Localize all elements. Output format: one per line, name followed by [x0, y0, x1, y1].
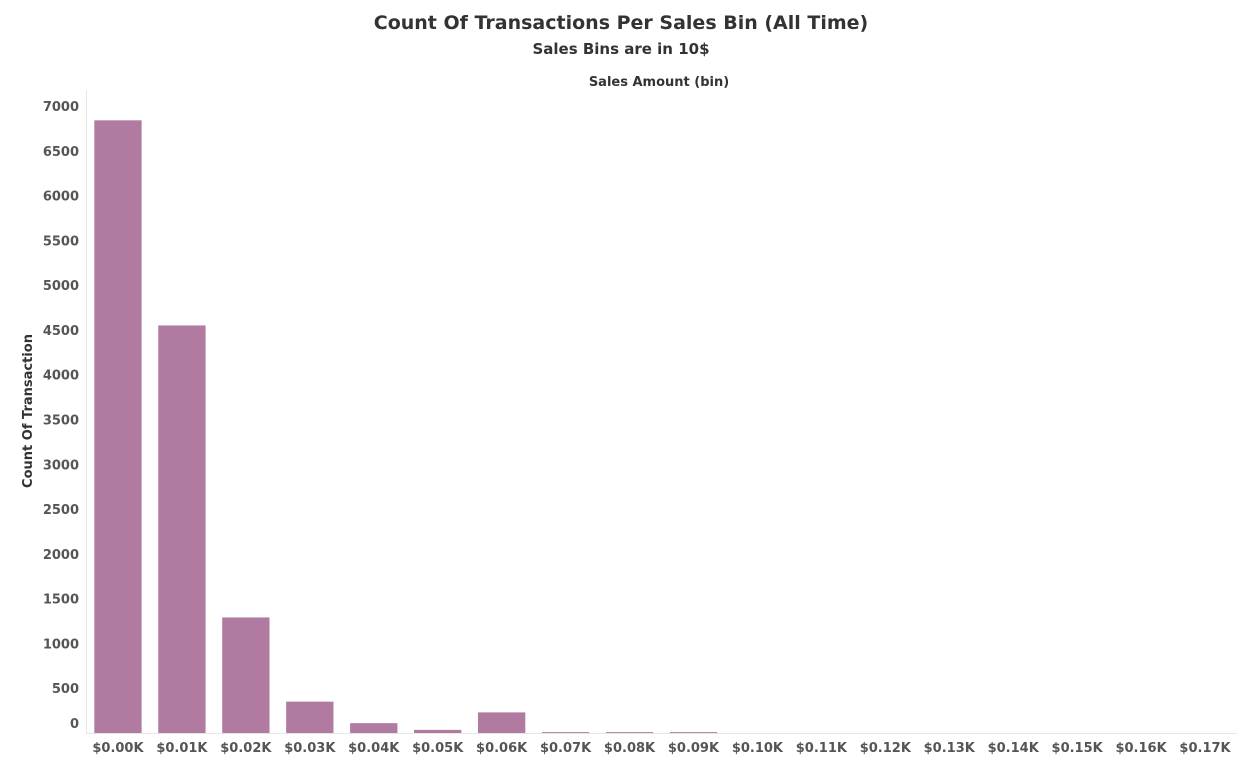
- y-tick-label: 3500: [43, 414, 79, 429]
- y-tick-label: 2500: [43, 503, 79, 518]
- x-tick-label: $0.00K: [92, 741, 144, 756]
- x-tick-label: $0.07K: [540, 741, 592, 756]
- x-tick-label: $0.08K: [604, 741, 656, 756]
- y-tick-label: 0: [70, 717, 79, 732]
- y-tick-labels: 0 500 1000 1500 2000 2500 3000 3500 4000 4500 5000…: [43, 100, 79, 732]
- x-tick-label: $0.14K: [988, 741, 1040, 756]
- y-tick-label: 6000: [43, 190, 79, 205]
- bar[interactable]: [94, 120, 142, 734]
- y-tick-label: 5500: [43, 234, 79, 249]
- chart-title: Count Of Transactions Per Sales Bin (All…: [373, 12, 869, 34]
- x-tick-label: $0.09K: [668, 741, 720, 756]
- y-tick-label: 500: [52, 682, 79, 697]
- bar[interactable]: [605, 732, 654, 733]
- x-tick-label: $0.10K: [732, 741, 784, 756]
- x-tick-label: $0.05K: [412, 741, 464, 756]
- y-tick-label: 3000: [43, 458, 79, 473]
- y-tick-label: 6500: [43, 145, 79, 160]
- x-tick-label: $0.16K: [1115, 741, 1167, 756]
- x-tick-label: $0.02K: [220, 741, 272, 756]
- y-tick-label: 1000: [43, 637, 79, 652]
- x-tick-label: $0.12K: [860, 741, 912, 756]
- x-tick-label: $0.03K: [284, 741, 336, 756]
- x-tick-label: $0.11K: [796, 741, 848, 756]
- x-tick-label: $0.06K: [476, 741, 528, 756]
- y-tick-label: 1500: [43, 593, 79, 608]
- y-tick-label: 4000: [43, 369, 79, 384]
- x-axis-title: Sales Amount (bin): [589, 75, 729, 90]
- x-tick-label: $0.15K: [1052, 741, 1104, 756]
- bar[interactable]: [477, 712, 526, 733]
- bar[interactable]: [669, 732, 718, 733]
- y-tick-label: 5000: [43, 279, 79, 294]
- y-tick-label: 7000: [43, 100, 79, 115]
- x-tick-label: $0.17K: [1179, 741, 1231, 756]
- bar[interactable]: [286, 701, 334, 733]
- bar[interactable]: [158, 325, 206, 733]
- x-tick-labels: $0.00K $0.01K $0.02K $0.03K $0.04K $0.05K $0.0…: [92, 741, 1231, 756]
- x-tick-label: $0.04K: [348, 741, 400, 756]
- bars: [94, 120, 718, 734]
- x-tick-label: $0.01K: [156, 741, 208, 756]
- y-tick-label: 4500: [43, 324, 79, 339]
- y-tick-label: 2000: [43, 548, 79, 563]
- bar[interactable]: [541, 732, 590, 733]
- bar[interactable]: [414, 729, 462, 733]
- bar[interactable]: [222, 617, 270, 733]
- x-tick-label: $0.13K: [924, 741, 976, 756]
- y-axis-title: Count Of Transaction: [21, 334, 36, 488]
- chart-subtitle: Sales Bins are in 10$: [532, 40, 710, 58]
- bar[interactable]: [350, 723, 398, 733]
